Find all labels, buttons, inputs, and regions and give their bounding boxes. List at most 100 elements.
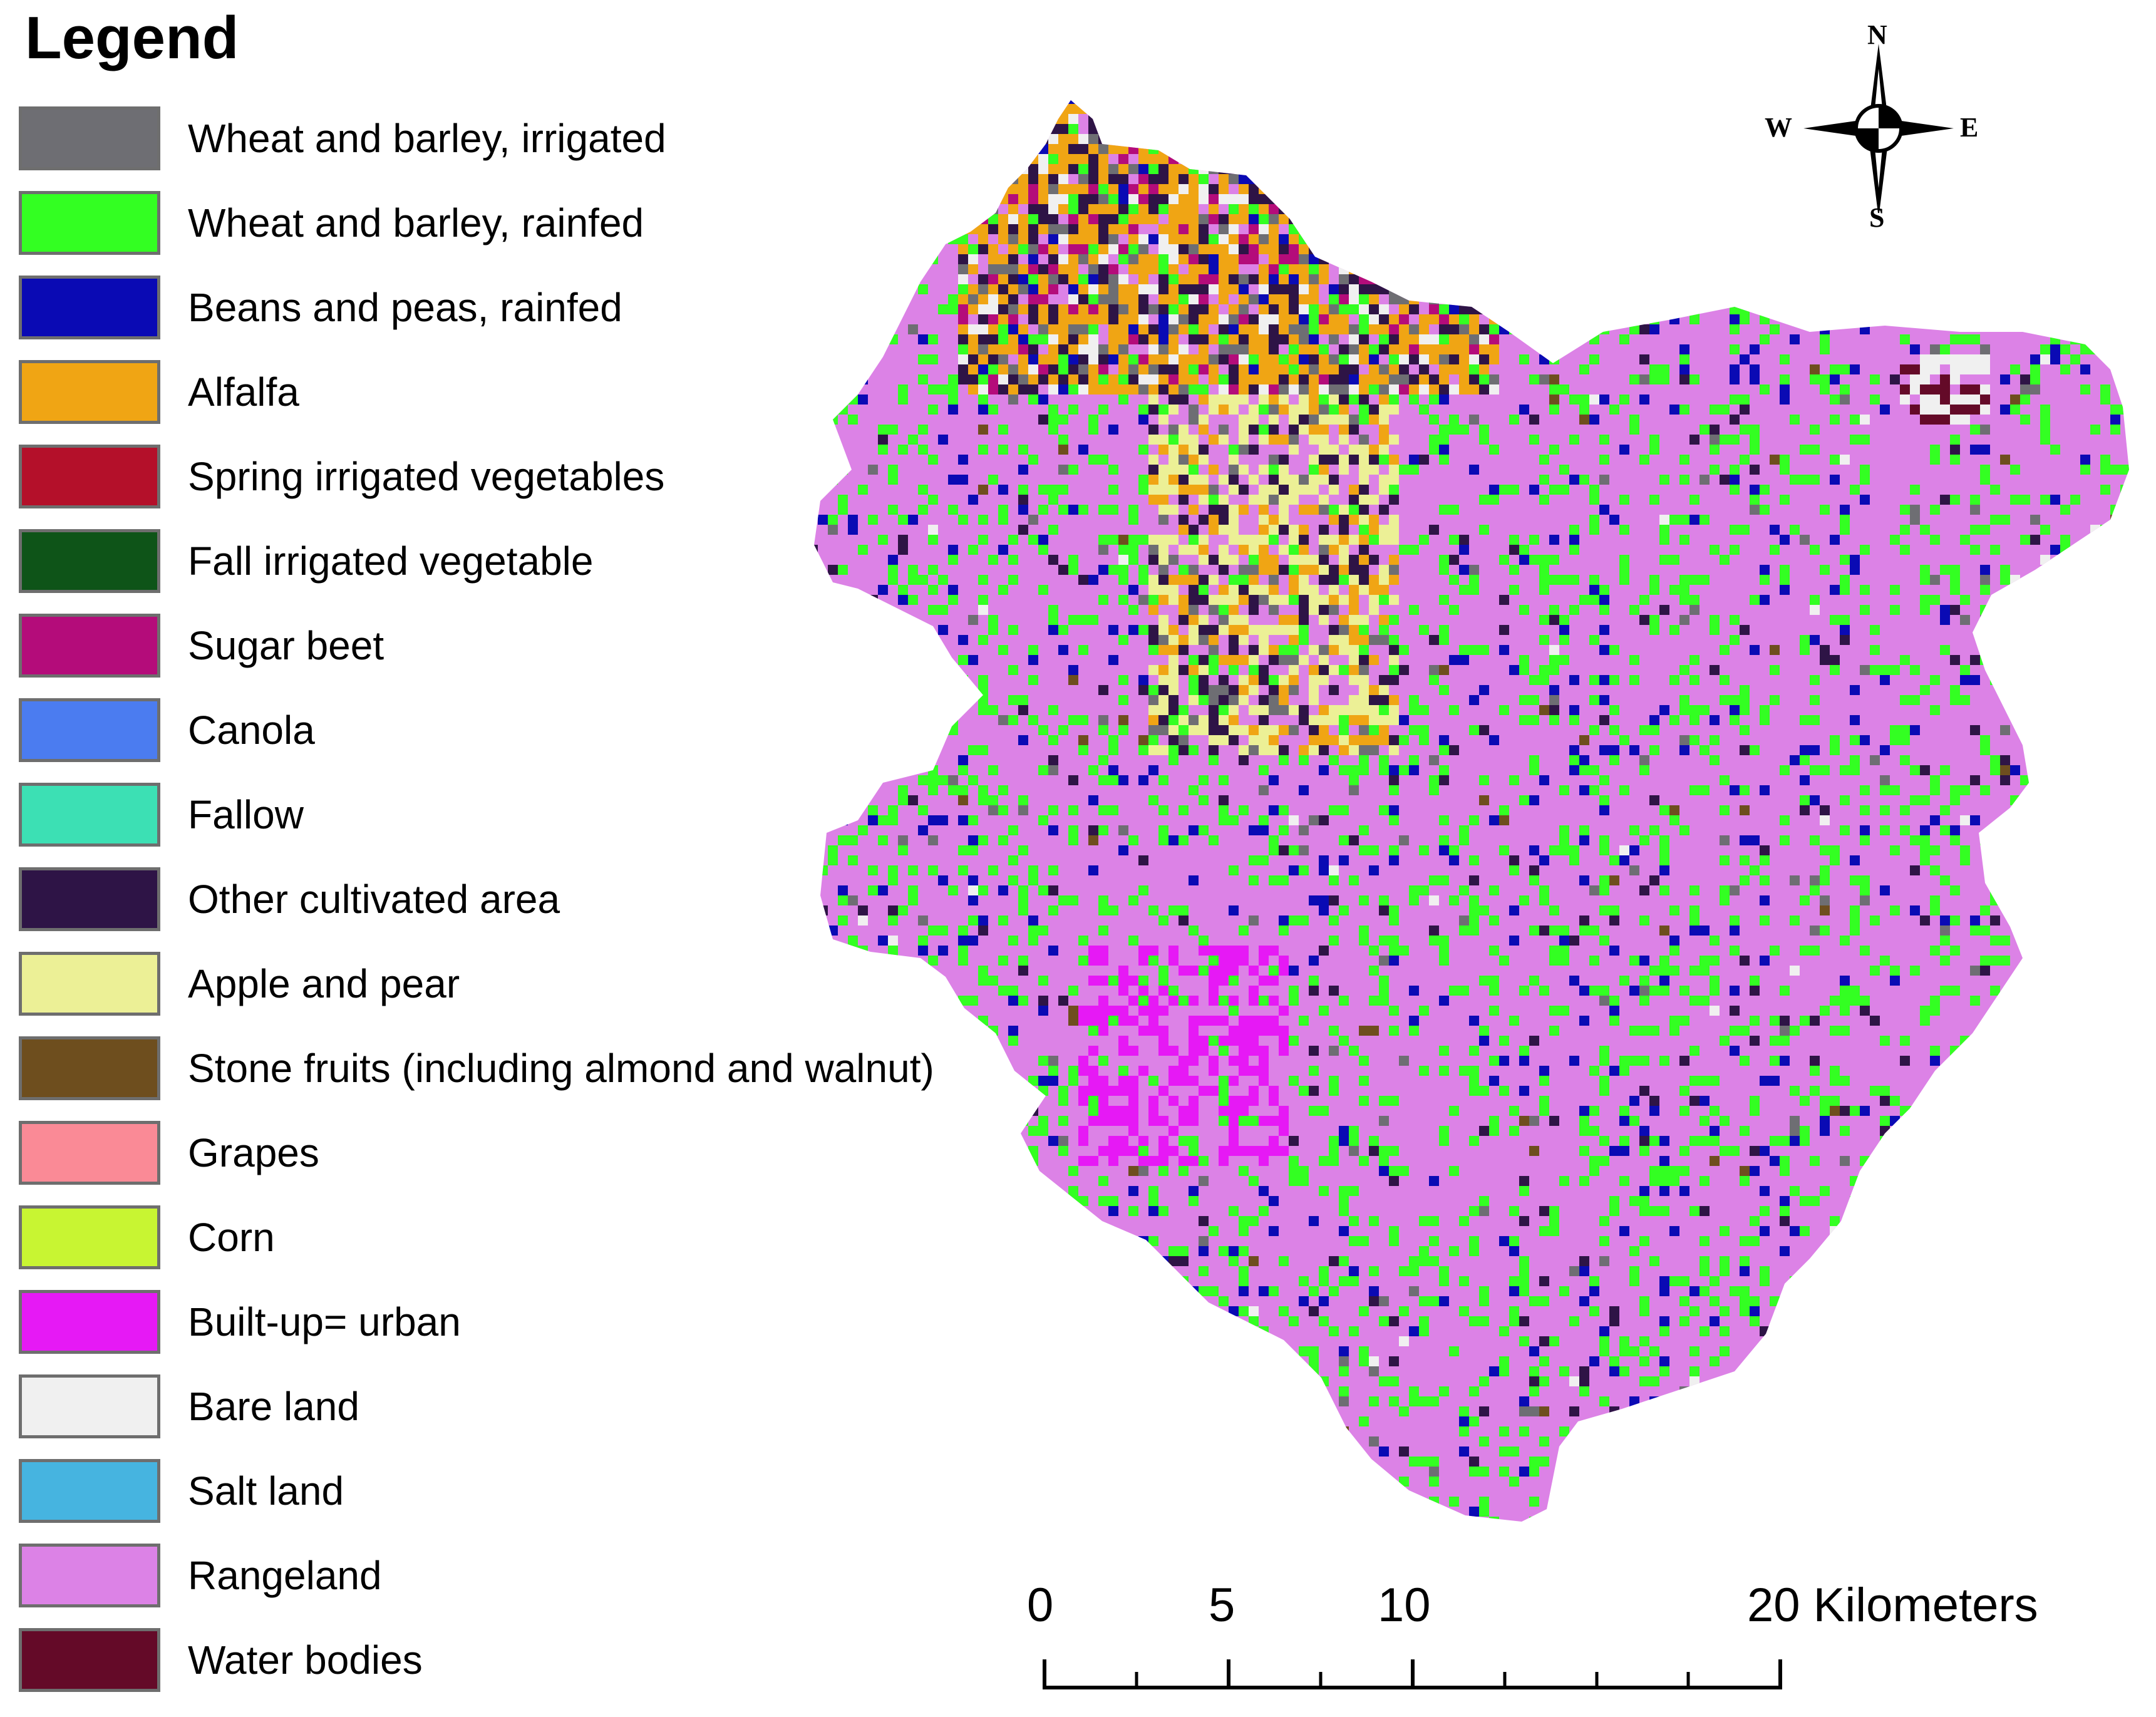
land-use-cell bbox=[1980, 655, 1990, 665]
land-use-cell bbox=[1018, 364, 1028, 374]
land-use-cell bbox=[1830, 1096, 1840, 1106]
land-use-cell bbox=[1239, 244, 1249, 254]
land-use-cell bbox=[1229, 575, 1239, 585]
land-use-cell bbox=[1409, 765, 1419, 775]
land-use-cell bbox=[908, 895, 918, 905]
land-use-cell bbox=[1910, 795, 1920, 805]
land-use-cell bbox=[1529, 765, 1539, 775]
land-use-cell bbox=[1880, 234, 1890, 244]
land-use-cell bbox=[1269, 1026, 1279, 1036]
land-use-cell bbox=[1920, 314, 1930, 324]
land-use-cell bbox=[1379, 204, 1389, 214]
land-use-cell bbox=[1339, 174, 1349, 184]
land-use-cell bbox=[988, 865, 998, 875]
land-use-cell bbox=[928, 785, 938, 795]
land-use-cell bbox=[878, 815, 888, 825]
land-use-cell bbox=[1299, 144, 1309, 154]
land-use-cell bbox=[998, 1076, 1008, 1086]
land-use-cell bbox=[2040, 865, 2050, 875]
land-use-cell bbox=[1359, 705, 1369, 715]
land-use-cell bbox=[1860, 324, 1870, 334]
land-use-cell bbox=[1148, 495, 1158, 505]
land-use-cell bbox=[1389, 354, 1399, 364]
land-use-cell bbox=[1659, 264, 1669, 274]
land-use-cell bbox=[1810, 244, 1820, 254]
land-use-cell bbox=[1820, 926, 1830, 936]
land-use-cell bbox=[1419, 114, 1429, 124]
land-use-cell bbox=[858, 675, 868, 685]
land-use-cell bbox=[1118, 715, 1128, 725]
land-use-cell bbox=[1720, 194, 1730, 204]
land-use-cell bbox=[1449, 705, 1459, 715]
land-use-cell bbox=[1289, 364, 1299, 374]
land-use-cell bbox=[1058, 334, 1068, 344]
land-use-cell bbox=[1189, 785, 1199, 795]
land-use-cell bbox=[2150, 915, 2154, 926]
land-use-cell bbox=[1870, 915, 1880, 926]
land-use-cell bbox=[1810, 304, 1820, 314]
land-use-cell bbox=[1269, 374, 1279, 384]
land-use-cell bbox=[1249, 875, 1259, 885]
land-use-cell bbox=[1760, 505, 1770, 515]
land-use-cell bbox=[1179, 284, 1189, 294]
land-use-cell bbox=[1249, 745, 1259, 755]
legend-item: Apple and pear bbox=[19, 952, 1083, 1021]
land-use-cell bbox=[1239, 324, 1249, 334]
land-use-cell bbox=[1118, 966, 1128, 976]
land-use-cell bbox=[1279, 314, 1289, 324]
land-use-cell bbox=[968, 815, 978, 825]
land-use-cell bbox=[1138, 946, 1148, 956]
land-use-cell bbox=[1649, 615, 1659, 625]
land-use-cell bbox=[1249, 100, 1259, 104]
land-use-cell bbox=[1629, 986, 1639, 996]
land-use-cell bbox=[1990, 184, 2000, 194]
land-use-cell bbox=[928, 565, 938, 575]
land-use-cell bbox=[948, 304, 958, 314]
land-use-cell bbox=[1419, 735, 1429, 745]
land-use-cell bbox=[1679, 705, 1689, 715]
land-use-cell bbox=[814, 475, 818, 485]
land-use-cell bbox=[1239, 344, 1249, 354]
land-use-cell bbox=[1539, 615, 1549, 625]
land-use-cell bbox=[928, 124, 938, 134]
land-use-cell bbox=[1950, 835, 1960, 845]
land-use-cell bbox=[888, 675, 898, 685]
land-use-cell bbox=[1249, 1096, 1259, 1106]
land-use-cell bbox=[1058, 134, 1068, 144]
land-use-cell bbox=[1800, 755, 1810, 765]
land-use-cell bbox=[1249, 124, 1259, 134]
land-use-cell bbox=[1199, 144, 1209, 154]
land-use-cell bbox=[1319, 815, 1329, 825]
land-use-cell bbox=[998, 114, 1008, 124]
land-use-cell bbox=[1409, 244, 1419, 254]
land-use-cell bbox=[1289, 565, 1299, 575]
land-use-cell bbox=[1469, 875, 1479, 885]
land-use-cell bbox=[1179, 455, 1189, 465]
legend-label: Fallow bbox=[188, 792, 304, 837]
land-use-cell bbox=[958, 194, 968, 204]
land-use-cell bbox=[1750, 976, 1760, 986]
legend-item: Sugar beet bbox=[19, 614, 1083, 683]
land-use-cell bbox=[1158, 805, 1168, 815]
land-use-cell bbox=[1579, 785, 1589, 795]
land-use-cell bbox=[1209, 996, 1219, 1006]
land-use-cell bbox=[848, 284, 858, 294]
land-use-cell bbox=[1359, 455, 1369, 465]
land-use-cell bbox=[1659, 885, 1669, 895]
land-use-cell bbox=[1890, 785, 1900, 795]
legend-label: Salt land bbox=[188, 1468, 344, 1513]
land-use-cell bbox=[1138, 685, 1148, 695]
land-use-cell bbox=[1209, 244, 1219, 254]
land-use-cell bbox=[1429, 204, 1439, 214]
land-use-cell bbox=[1589, 495, 1599, 505]
land-use-cell bbox=[1118, 294, 1128, 304]
land-use-cell bbox=[988, 475, 998, 485]
land-use-cell bbox=[1128, 976, 1138, 986]
land-use-cell bbox=[1710, 425, 1720, 435]
land-use-cell bbox=[1189, 294, 1199, 304]
land-use-cell bbox=[1199, 795, 1209, 805]
land-use-cell bbox=[1118, 364, 1128, 374]
land-use-cell bbox=[2150, 455, 2154, 465]
land-use-cell bbox=[1289, 585, 1299, 595]
land-use-cell bbox=[1249, 425, 1259, 435]
